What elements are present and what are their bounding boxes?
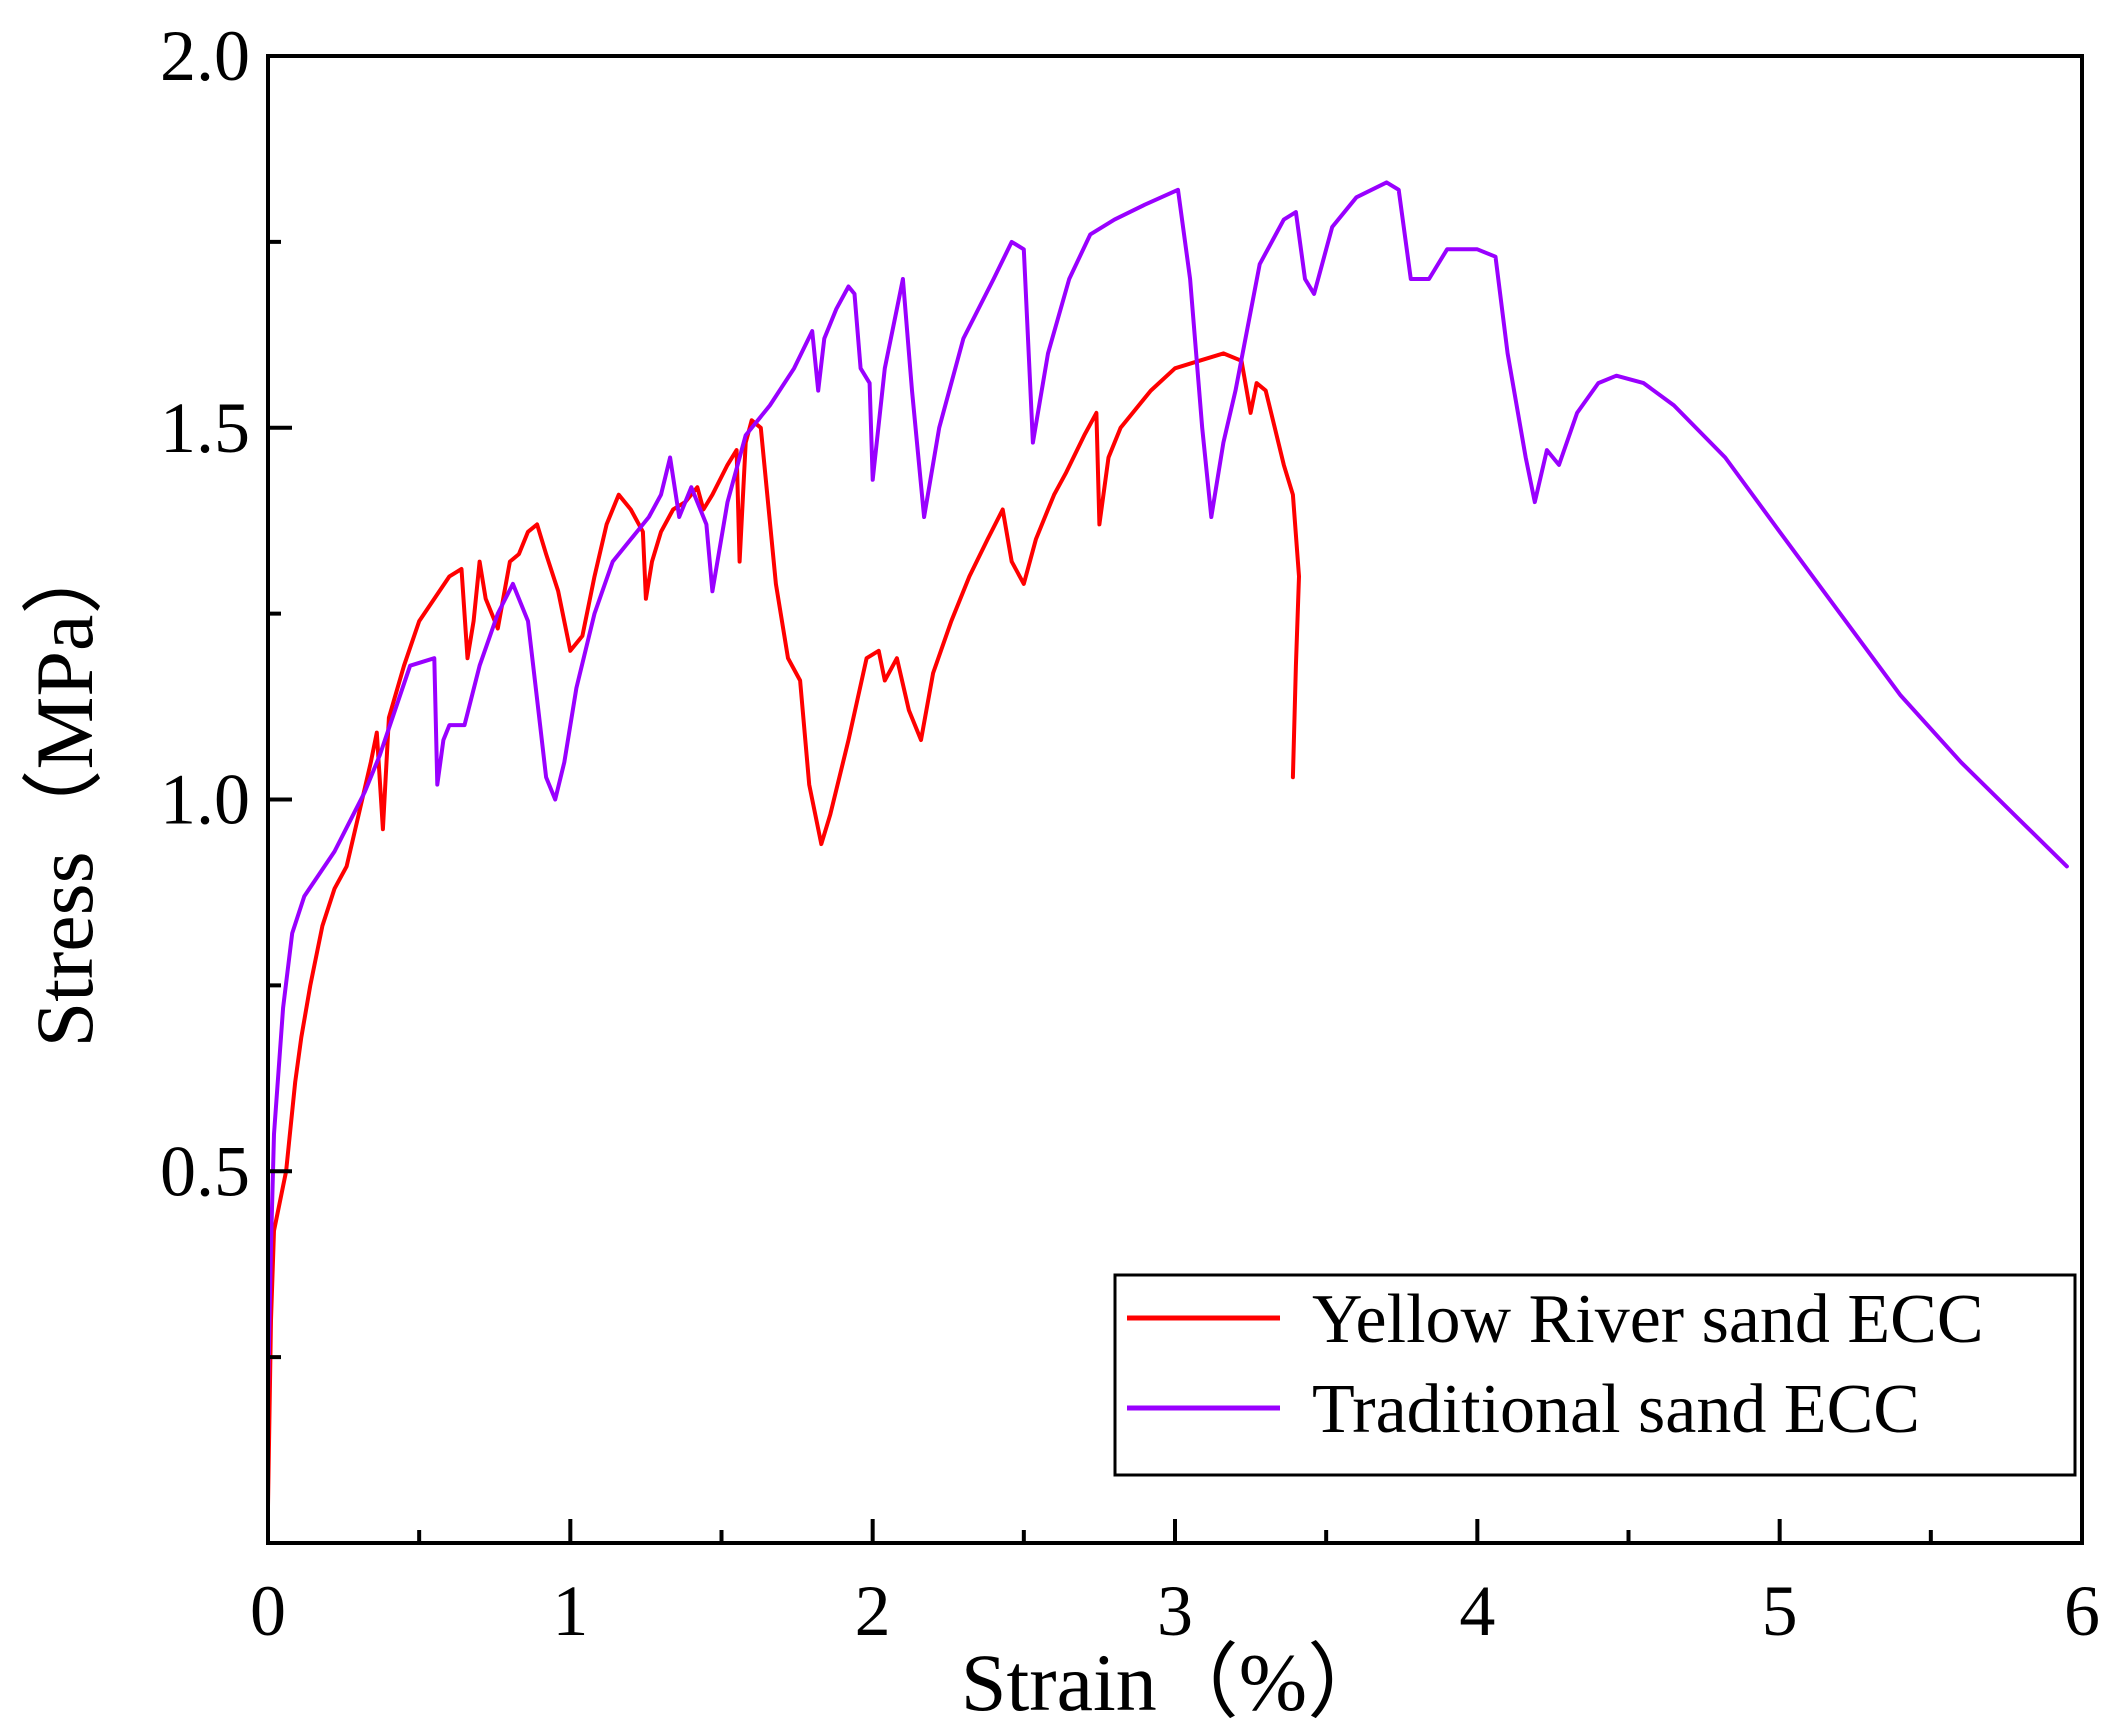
legend-box — [1113, 1273, 2077, 1477]
series-line-0 — [266, 351, 1301, 1508]
y-tick-label: 2.0 — [160, 16, 250, 96]
x-tick-label: 1 — [552, 1571, 588, 1651]
tick-layer: 0 1 2 3 4 5 6 0.5 1.0 1.5 2.0 — [160, 16, 2100, 1651]
legend-label-yellow-river: Yellow River sand ECC — [1312, 1281, 1984, 1358]
x-tick-label: 0 — [250, 1571, 286, 1651]
y-tick-label: 1.0 — [160, 760, 250, 840]
series-line-1 — [266, 180, 2069, 1545]
legend-label-traditional: Traditional sand ECC — [1312, 1371, 1920, 1448]
x-tick-label: 4 — [1459, 1571, 1495, 1651]
x-axis-title: Strain（%） — [961, 1637, 1389, 1724]
y-tick-label: 0.5 — [160, 1131, 250, 1211]
x-tick-label: 2 — [855, 1571, 891, 1651]
legend: Yellow River sand ECC Traditional sand E… — [1113, 1273, 2077, 1477]
series-layer — [266, 180, 2069, 1545]
x-tick-label: 5 — [1762, 1571, 1798, 1651]
x-tick-label: 6 — [2064, 1571, 2100, 1651]
y-tick-label: 1.5 — [160, 388, 250, 468]
y-axis-title: Stress（MPa） — [19, 533, 110, 1048]
x-tick-label: 3 — [1157, 1571, 1193, 1651]
